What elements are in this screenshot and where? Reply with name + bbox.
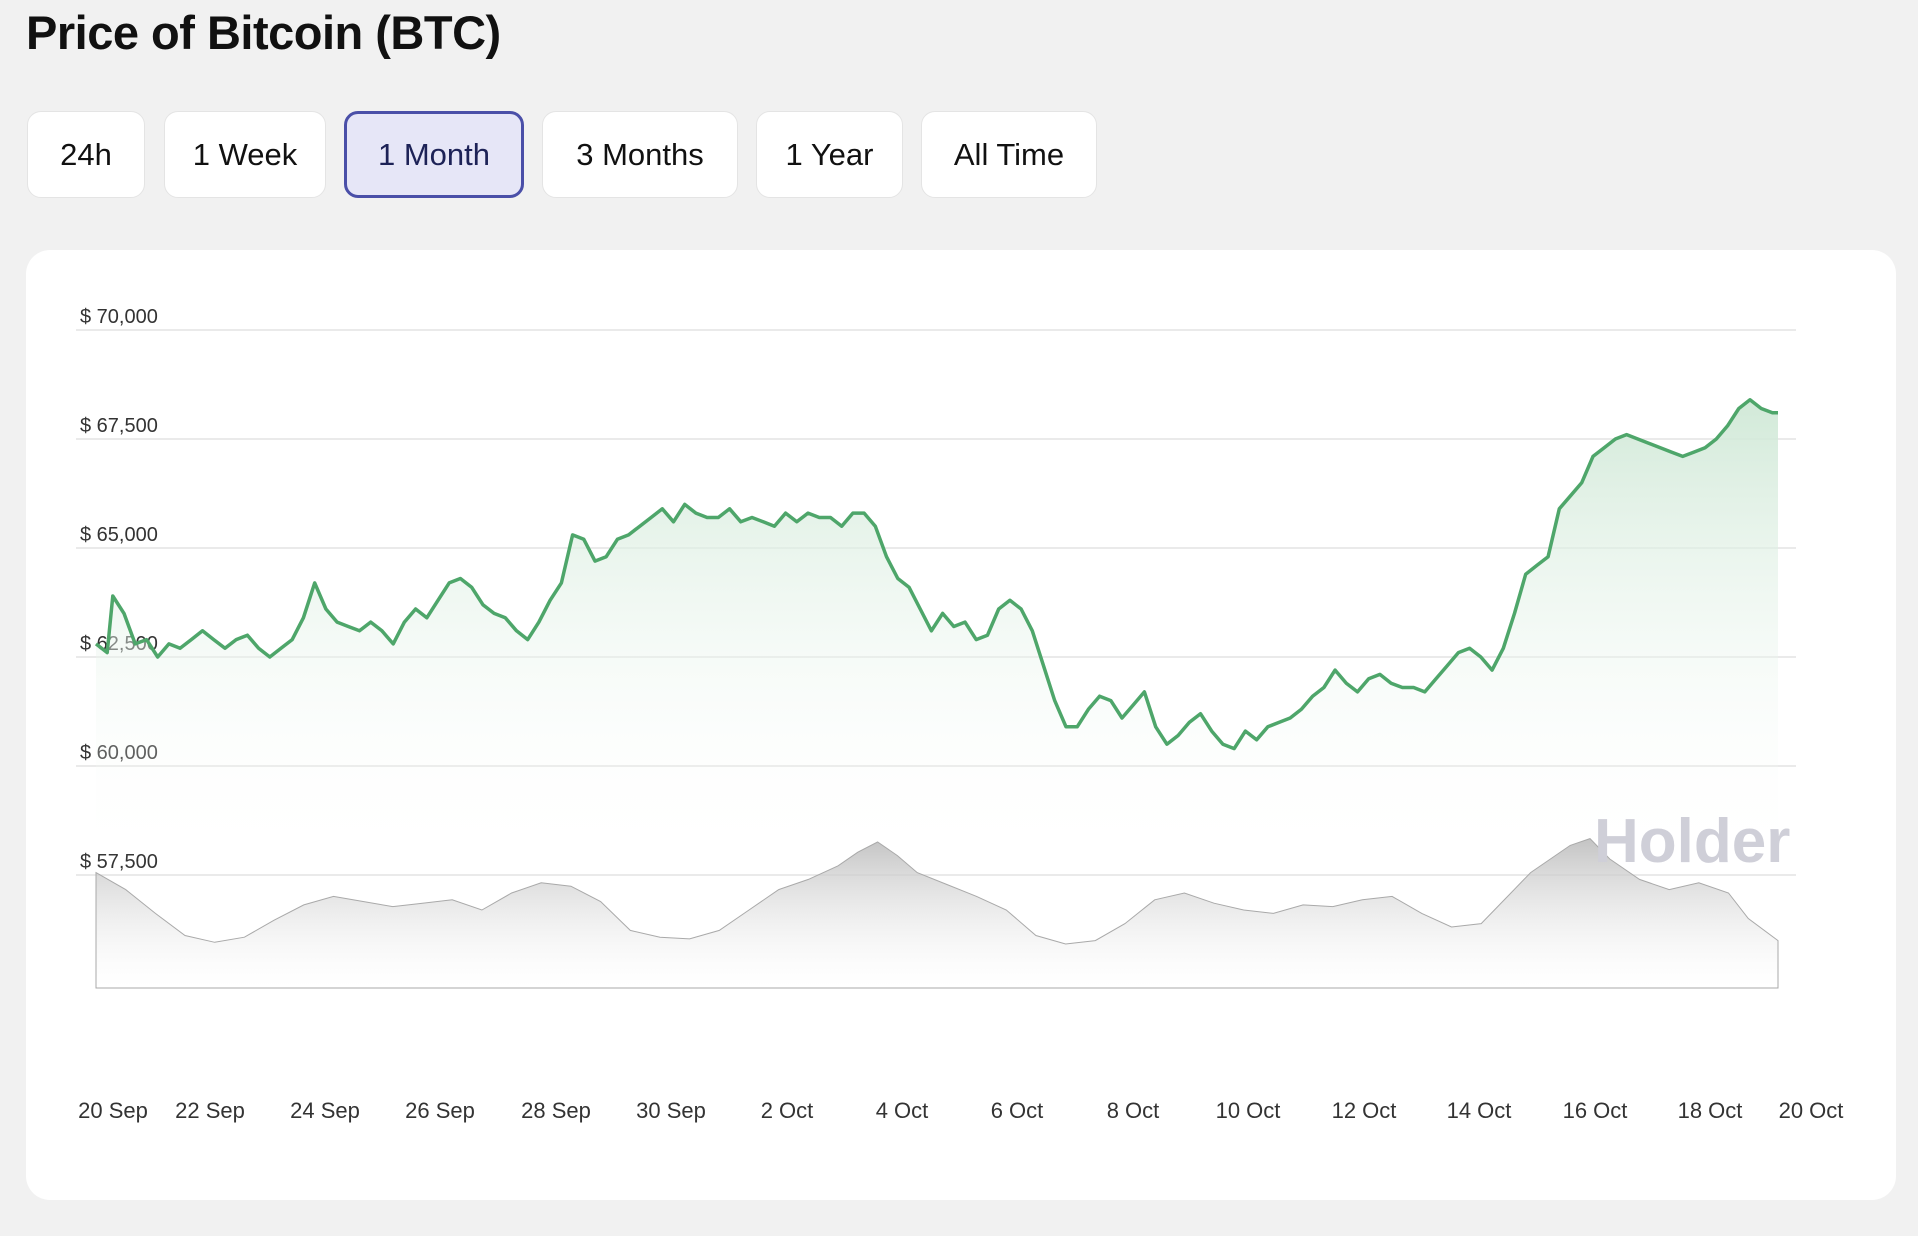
x-tick-label: 2 Oct [761, 1098, 814, 1123]
x-tick-label: 16 Oct [1563, 1098, 1628, 1123]
x-tick-label: 28 Sep [521, 1098, 591, 1123]
range-button-1-month[interactable]: 1 Month [344, 111, 524, 198]
x-tick-label: 14 Oct [1447, 1098, 1512, 1123]
range-button-1-year[interactable]: 1 Year [756, 111, 903, 198]
x-tick-label: 6 Oct [991, 1098, 1044, 1123]
y-tick-label: $ 70,000 [80, 306, 158, 328]
x-tick-label: 4 Oct [876, 1098, 929, 1123]
x-tick-label: 10 Oct [1216, 1098, 1281, 1123]
x-tick-label: 8 Oct [1107, 1098, 1160, 1123]
x-axis: 20 Sep 22 Sep 24 Sep 26 Sep 28 Sep 30 Sep 2 Oc… [78, 1098, 1843, 1123]
x-tick-label: 18 Oct [1678, 1098, 1743, 1123]
x-tick-label: 22 Sep [175, 1098, 245, 1123]
price-line [94, 398, 1778, 751]
range-button-all-time[interactable]: All Time [921, 111, 1097, 198]
x-tick-label: 26 Sep [405, 1098, 475, 1123]
x-tick-label: 12 Oct [1332, 1098, 1397, 1123]
x-tick-label: 24 Sep [290, 1098, 360, 1123]
volume-area [95, 838, 1779, 989]
x-tick-label: 20 Oct [1779, 1098, 1844, 1123]
range-button-1-week[interactable]: 1 Week [164, 111, 326, 198]
price-chart-card: $ 70,000$ 67,500$ 65,000$ 62,500$ 60,000… [26, 250, 1896, 1200]
price-area [96, 399, 1778, 865]
range-button-3-months[interactable]: 3 Months [542, 111, 738, 198]
holder-watermark: Holder [1594, 807, 1790, 876]
y-tick-label: $ 65,000 [80, 524, 158, 546]
page-title: Price of Bitcoin (BTC) [26, 6, 501, 59]
holder-logo: Holder [1594, 807, 1790, 876]
x-tick-label: 20 Sep [78, 1098, 148, 1123]
x-tick-label: 30 Sep [636, 1098, 706, 1123]
range-button-24h[interactable]: 24h [27, 111, 145, 198]
y-tick-label: $ 67,500 [80, 415, 158, 437]
price-chart[interactable]: $ 70,000$ 67,500$ 65,000$ 62,500$ 60,000… [26, 250, 1896, 1200]
